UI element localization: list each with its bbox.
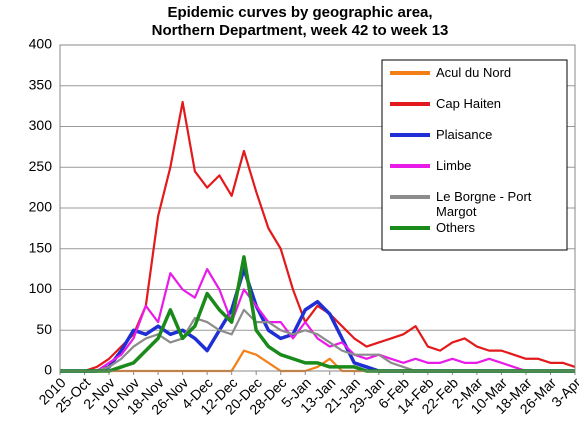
- legend-entry: Acul du Nord: [436, 65, 512, 80]
- series-line: [60, 267, 575, 373]
- y-tick-label: 250: [29, 158, 53, 174]
- y-tick-label: 300: [29, 117, 53, 133]
- chart-title: Epidemic curves by geographic area,: [167, 4, 432, 21]
- y-tick-label: 200: [29, 199, 53, 215]
- legend-label: Acul du Nord: [436, 65, 512, 80]
- legend-entry: Plaisance: [436, 127, 493, 142]
- legend-entry: Cap Haiten: [436, 96, 502, 111]
- y-tick-label: 50: [36, 321, 52, 337]
- y-tick-label: 100: [29, 280, 53, 296]
- legend-entry: Le Borgne - Port Margot: [436, 189, 532, 219]
- legend-label: Limbe: [436, 158, 472, 173]
- legend-label: Le Borgne - Port Margot: [436, 189, 532, 219]
- plot-frame: [59, 44, 576, 372]
- y-tick-label: 0: [44, 362, 52, 378]
- legend-entry: Others: [436, 220, 476, 235]
- legend-entry: Limbe: [436, 158, 472, 173]
- legend-label: Plaisance: [436, 127, 493, 142]
- chart-title: Northern Department, week 42 to week 13: [152, 22, 449, 39]
- legend-box: [381, 59, 568, 251]
- series-line: [60, 268, 575, 373]
- legend-label: Cap Haiten: [436, 96, 502, 111]
- y-tick-label: 150: [29, 239, 53, 255]
- series-line: [60, 255, 575, 373]
- legend-label: Others: [436, 220, 476, 235]
- y-tick-label: 400: [29, 36, 53, 52]
- y-tick-label: 350: [29, 76, 53, 92]
